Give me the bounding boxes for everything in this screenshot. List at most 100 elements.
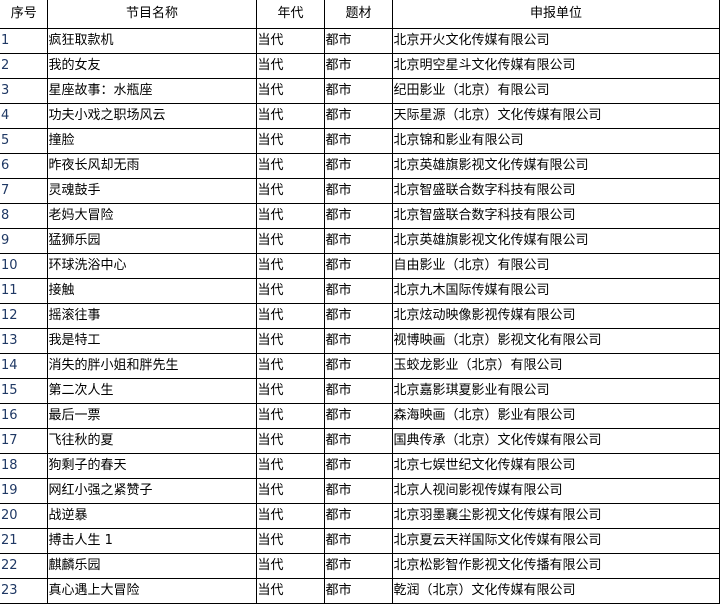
cell-applicant: 北京人视间影视传媒有限公司 — [391, 478, 720, 504]
cell-applicant: 玉蛟龙影业（北京）有限公司 — [391, 353, 720, 379]
cell-index: 19 — [0, 478, 48, 504]
cell-era: 当代 — [255, 53, 325, 79]
table-row: 18 狗剩子的春天 当代 都市 北京七娱世纪文化传媒有限公司 — [0, 453, 720, 479]
cell-index: 12 — [0, 303, 48, 329]
cell-program-name: 最后一票 — [46, 403, 257, 429]
cell-program-name: 老妈大冒险 — [46, 203, 257, 229]
cell-program-name: 疯狂取款机 — [46, 28, 257, 54]
cell-index: 10 — [0, 253, 48, 279]
cell-applicant: 天际星源（北京）文化传媒有限公司 — [391, 103, 720, 129]
cell-applicant: 北京英雄旗影视文化传媒有限公司 — [391, 153, 720, 179]
cell-era: 当代 — [255, 503, 325, 529]
header-era: 年代 — [255, 0, 325, 29]
cell-genre: 都市 — [323, 378, 393, 404]
cell-index: 1 — [0, 28, 48, 54]
cell-index: 5 — [0, 128, 48, 154]
cell-era: 当代 — [255, 378, 325, 404]
cell-genre: 都市 — [323, 253, 393, 279]
cell-applicant: 乾润（北京）文化传媒有限公司 — [391, 578, 720, 604]
header-index: 序号 — [0, 0, 48, 29]
cell-index: 13 — [0, 328, 48, 354]
cell-genre: 都市 — [323, 203, 393, 229]
cell-era: 当代 — [255, 78, 325, 104]
cell-era: 当代 — [255, 353, 325, 379]
cell-era: 当代 — [255, 153, 325, 179]
cell-genre: 都市 — [323, 478, 393, 504]
table-row: 19 网红小强之紧赞子 当代 都市 北京人视间影视传媒有限公司 — [0, 478, 720, 504]
cell-program-name: 狗剩子的春天 — [46, 453, 257, 479]
cell-genre: 都市 — [323, 278, 393, 304]
cell-index: 6 — [0, 153, 48, 179]
cell-program-name: 我是特工 — [46, 328, 257, 354]
cell-index: 9 — [0, 228, 48, 254]
cell-applicant: 北京英雄旗影视文化传媒有限公司 — [391, 228, 720, 254]
table-row: 17 飞往秋的夏 当代 都市 国典传承（北京）文化传媒有限公司 — [0, 428, 720, 454]
cell-genre: 都市 — [323, 453, 393, 479]
cell-index: 21 — [0, 528, 48, 554]
cell-era: 当代 — [255, 228, 325, 254]
cell-era: 当代 — [255, 528, 325, 554]
table-row: 6 昨夜长风却无雨 当代 都市 北京英雄旗影视文化传媒有限公司 — [0, 153, 720, 179]
cell-applicant: 森海映画（北京）影业有限公司 — [391, 403, 720, 429]
cell-index: 8 — [0, 203, 48, 229]
cell-applicant: 北京锦和影业有限公司 — [391, 128, 720, 154]
cell-program-name: 消失的胖小姐和胖先生 — [46, 353, 257, 379]
cell-applicant: 北京松影智作影视文化传播有限公司 — [391, 553, 720, 579]
cell-program-name: 灵魂鼓手 — [46, 178, 257, 204]
header-row: 序号 节目名称 年代 题材 申报单位 — [0, 0, 720, 29]
cell-era: 当代 — [255, 103, 325, 129]
cell-applicant: 北京夏云天祥国际文化传媒有限公司 — [391, 528, 720, 554]
cell-applicant: 北京炫动映像影视传媒有限公司 — [391, 303, 720, 329]
cell-program-name: 摇滚往事 — [46, 303, 257, 329]
cell-era: 当代 — [255, 328, 325, 354]
cell-index: 17 — [0, 428, 48, 454]
cell-index: 14 — [0, 353, 48, 379]
cell-program-name: 真心遇上大冒险 — [46, 578, 257, 604]
table-row: 16 最后一票 当代 都市 森海映画（北京）影业有限公司 — [0, 403, 720, 429]
cell-index: 11 — [0, 278, 48, 304]
cell-program-name: 搏击人生 1 — [46, 528, 257, 554]
cell-program-name: 网红小强之紧赞子 — [46, 478, 257, 504]
cell-era: 当代 — [255, 28, 325, 54]
cell-genre: 都市 — [323, 228, 393, 254]
cell-genre: 都市 — [323, 428, 393, 454]
cell-program-name: 昨夜长风却无雨 — [46, 153, 257, 179]
cell-genre: 都市 — [323, 28, 393, 54]
cell-era: 当代 — [255, 203, 325, 229]
cell-genre: 都市 — [323, 178, 393, 204]
cell-genre: 都市 — [323, 103, 393, 129]
table-row: 14 消失的胖小姐和胖先生 当代 都市 玉蛟龙影业（北京）有限公司 — [0, 353, 720, 379]
cell-program-name: 功夫小戏之职场风云 — [46, 103, 257, 129]
cell-index: 3 — [0, 78, 48, 104]
cell-index: 22 — [0, 553, 48, 579]
table-row: 2 我的女友 当代 都市 北京明空星斗文化传媒有限公司 — [0, 53, 720, 79]
cell-era: 当代 — [255, 303, 325, 329]
cell-index: 15 — [0, 378, 48, 404]
cell-program-name: 撞脸 — [46, 128, 257, 154]
table-row: 13 我是特工 当代 都市 视博映画（北京）影视文化有限公司 — [0, 328, 720, 354]
cell-program-name: 麒麟乐园 — [46, 553, 257, 579]
cell-program-name: 星座故事：水瓶座 — [46, 78, 257, 104]
table-row: 5 撞脸 当代 都市 北京锦和影业有限公司 — [0, 128, 720, 154]
cell-genre: 都市 — [323, 153, 393, 179]
cell-genre: 都市 — [323, 553, 393, 579]
table-row: 20 战逆暴 当代 都市 北京羽墨襄尘影视文化传媒有限公司 — [0, 503, 720, 529]
cell-genre: 都市 — [323, 303, 393, 329]
cell-program-name: 接触 — [46, 278, 257, 304]
header-genre: 题材 — [323, 0, 393, 29]
cell-genre: 都市 — [323, 528, 393, 554]
cell-genre: 都市 — [323, 328, 393, 354]
table-row: 1 疯狂取款机 当代 都市 北京开火文化传媒有限公司 — [0, 28, 720, 54]
cell-era: 当代 — [255, 478, 325, 504]
header-program-name: 节目名称 — [46, 0, 257, 29]
cell-index: 2 — [0, 53, 48, 79]
table-row: 4 功夫小戏之职场风云 当代 都市 天际星源（北京）文化传媒有限公司 — [0, 103, 720, 129]
cell-applicant: 纪田影业（北京）有限公司 — [391, 78, 720, 104]
cell-era: 当代 — [255, 428, 325, 454]
cell-applicant: 北京明空星斗文化传媒有限公司 — [391, 53, 720, 79]
cell-era: 当代 — [255, 128, 325, 154]
cell-era: 当代 — [255, 253, 325, 279]
cell-applicant: 北京羽墨襄尘影视文化传媒有限公司 — [391, 503, 720, 529]
cell-index: 7 — [0, 178, 48, 204]
